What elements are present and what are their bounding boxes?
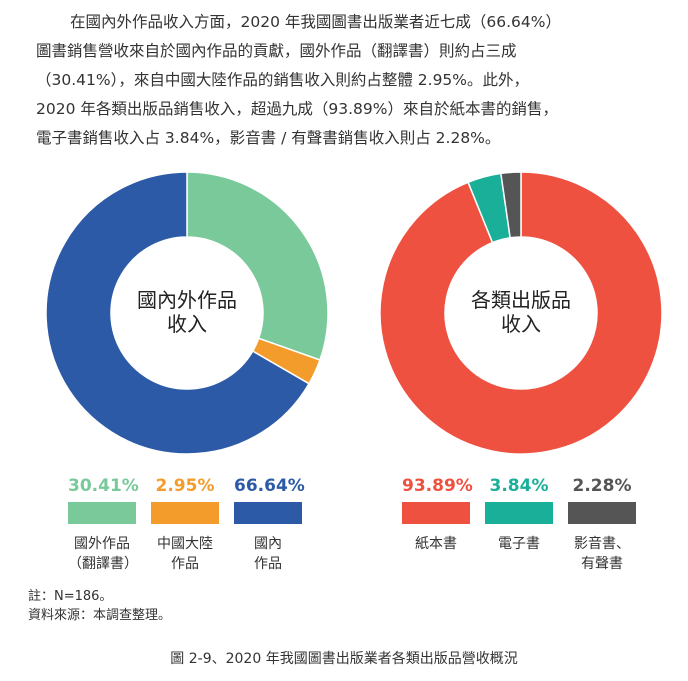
intro-line: 圖書銷售營收來自於國內作品的貢獻，國外作品（翻譯書）則約占三成 <box>36 42 517 60</box>
legend-label: 國內 作品 <box>234 534 302 574</box>
legend-item: 2.28% 影音書、有聲書 <box>568 474 636 574</box>
legend-swatch <box>151 502 219 524</box>
intro-line: 電子書銷售收入占 3.84%，影音書 / 有聲書銷售收入則占 2.28%。 <box>36 129 501 147</box>
legend-label: 紙本書 <box>402 534 470 554</box>
donut-center-label: 收入 <box>167 312 207 336</box>
legend-label-line: 電子書 <box>498 536 540 552</box>
legend-label: 電子書 <box>485 534 553 554</box>
legend-label-line: 作品 <box>171 556 199 572</box>
note-source: 資料來源：本調查整理。 <box>28 608 172 623</box>
legend-item: 30.41% 國外作品 （翻譯書） <box>68 474 139 574</box>
donut-center-label: 收入 <box>501 312 541 336</box>
legend-label-line: 中國大陸 <box>157 536 213 552</box>
legend-label-line: 紙本書 <box>415 536 457 552</box>
legend-swatch <box>485 502 553 524</box>
donut-slice-2 <box>500 171 522 239</box>
intro-line-text: 在國內外作品收入方面，2020 年我國圖書出版業者近七成（66.64%） <box>70 13 561 31</box>
donut-domestic-foreign: 國內外作品收入 <box>45 171 329 455</box>
legend-swatch <box>68 502 136 524</box>
legend-label-line: 作品 <box>254 556 282 572</box>
legend-value-label: 2.95% <box>155 476 215 496</box>
donut-slice-0 <box>186 171 329 361</box>
donut-center-label: 國內外作品 <box>137 288 237 312</box>
legend-swatch <box>234 502 302 524</box>
legend-value-label: 3.84% <box>489 476 549 496</box>
donut-slice-2 <box>45 171 311 455</box>
legend-label-line: 有聲書 <box>581 556 623 572</box>
legend-label-line: （翻譯書） <box>68 556 138 572</box>
legend-value-label: 30.41% <box>68 476 139 496</box>
donut-center-label: 各類出版品 <box>471 288 571 312</box>
notes: 註：N=186。 資料來源：本調查整理。 <box>28 587 171 625</box>
intro-line: 在國內外作品收入方面，2020 年我國圖書出版業者近七成（66.64%） <box>36 8 668 37</box>
legend-label-line: 影音書、 <box>574 536 630 552</box>
legend-swatch <box>568 502 636 524</box>
legend-item: 93.89% 紙本書 <box>402 474 473 554</box>
legend-item: 66.64% 國內作品 <box>234 474 305 574</box>
legend-item: 3.84% 電子書 <box>485 474 553 554</box>
note-sample-size: 註：N=186。 <box>28 589 113 604</box>
legend-value-label: 2.28% <box>572 476 632 496</box>
intro-line: （30.41%），來自中國大陸作品的銷售收入則約占整體 2.95%。此外， <box>36 71 530 89</box>
donut-slice-0 <box>379 171 663 455</box>
legend-label: 中國大陸 作品 <box>151 534 219 574</box>
intro-paragraph: 在國內外作品收入方面，2020 年我國圖書出版業者近七成（66.64%） 圖書銷… <box>36 8 668 153</box>
legend-value-label: 66.64% <box>234 476 305 496</box>
legend-swatch <box>402 502 470 524</box>
legend-label-line: 國內 <box>254 536 282 552</box>
intro-line: 2020 年各類出版品銷售收入，超過九成（93.89%）來自於紙本書的銷售， <box>36 100 558 118</box>
legend-label-line: 國外作品 <box>74 536 130 552</box>
legend-value-label: 93.89% <box>402 476 473 496</box>
legend-label: 國外作品 （翻譯書） <box>68 534 138 574</box>
legend-label: 影音書、 有聲書 <box>568 534 636 574</box>
legend-item: 2.95% 中國大陸作品 <box>151 474 219 574</box>
figure-caption: 圖 2-9、2020 年我國圖書出版業者各類出版品營收概況 <box>170 651 518 667</box>
